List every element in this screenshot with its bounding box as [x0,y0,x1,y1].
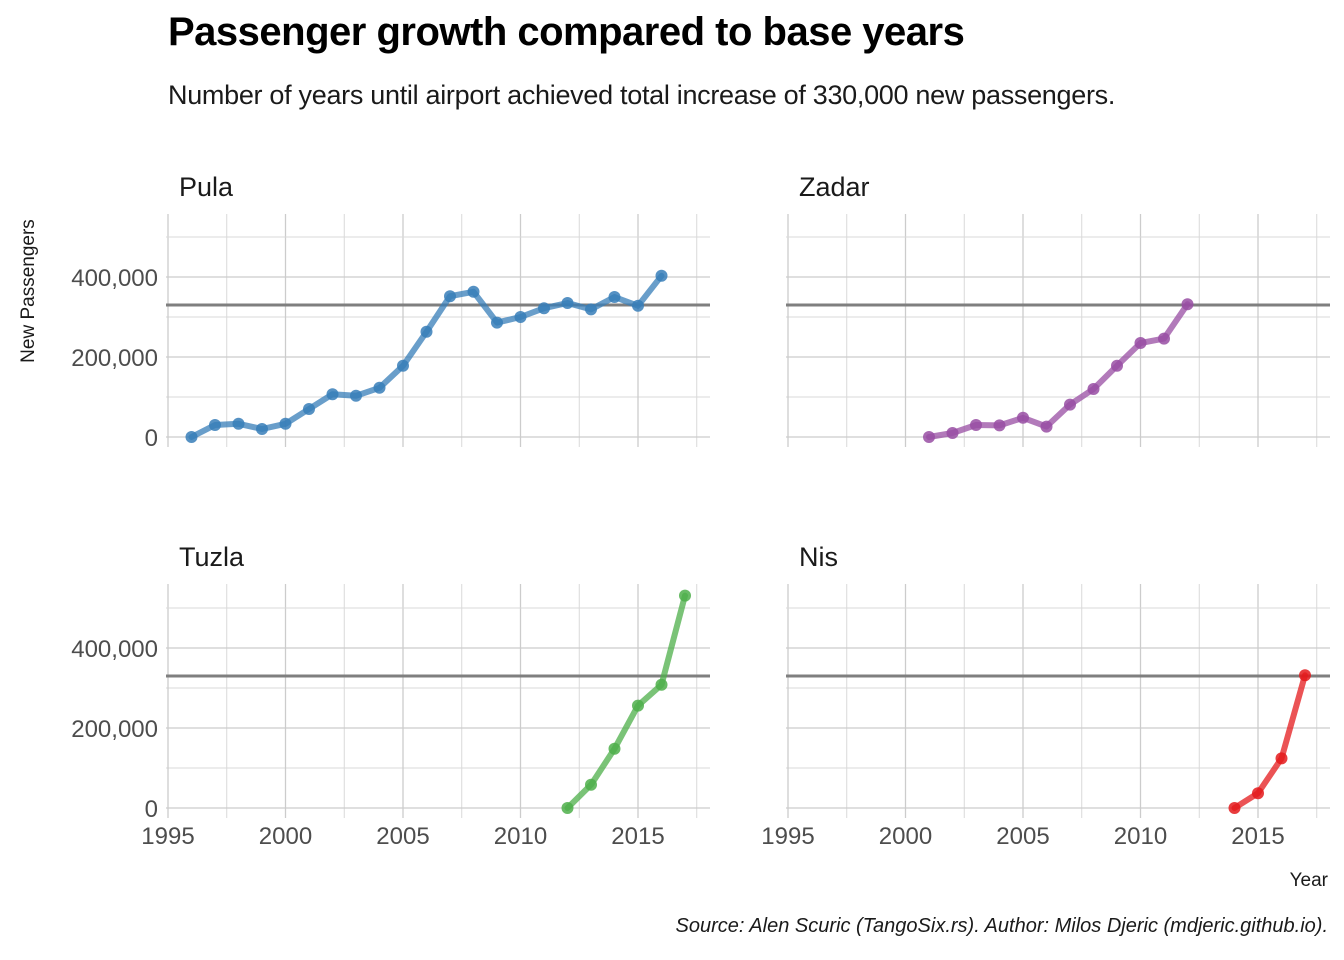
data-point-nis [1275,752,1288,765]
data-point-pula [491,316,503,329]
data-point-zadar [993,419,1006,432]
x-tick-label: 2000 [259,823,312,850]
data-point-pula [514,311,527,323]
data-point-pula [350,389,362,402]
data-point-pula [209,419,221,431]
data-point-tuzla [679,589,691,602]
data-point-zadar [946,427,959,439]
data-point-pula [585,303,597,316]
y-tick-label: 200,000 [71,716,158,743]
series-line-tuzla [564,592,688,811]
y-tick-label: 400,000 [71,265,158,292]
data-point-tuzla [561,802,574,814]
data-point-zadar [1158,332,1170,345]
data-point-nis [1228,802,1241,814]
data-point-pula [538,302,550,315]
x-tick-label: 2005 [996,823,1049,850]
x-tick-label: 1995 [141,823,194,850]
panel-label-tuzla: Tuzla [179,542,245,572]
data-point-pula [655,269,668,282]
data-point-pula [303,403,315,415]
data-point-tuzla [632,699,644,712]
data-point-tuzla [608,742,621,755]
data-point-pula [561,297,574,309]
chart-title: Passenger growth compared to base years [168,10,965,54]
y-tick-label: 0 [145,796,158,823]
x-tick-label: 2015 [1231,823,1284,850]
data-point-zadar [1064,398,1076,411]
y-axis-title: New Passengers [18,219,39,363]
panel-label-nis: Nis [799,542,838,572]
x-tick-label: 1995 [761,823,814,850]
data-point-nis [1252,787,1264,800]
data-point-pula [467,285,480,298]
x-tick-label: 2010 [1114,823,1167,850]
data-point-pula [256,423,268,435]
chart-subtitle: Number of years until airport achieved t… [168,80,1116,110]
panel-label-pula: Pula [179,172,234,202]
y-tick-label: 0 [145,425,158,452]
data-point-tuzla [655,678,668,691]
data-point-pula [232,417,245,430]
chart-caption: Source: Alen Scuric (TangoSix.rs). Autho… [675,915,1328,937]
data-point-pula [185,431,198,443]
data-point-pula [326,388,339,401]
data-point-pula [608,291,621,303]
data-point-pula [373,381,386,394]
data-point-pula [397,359,409,372]
data-point-zadar [923,431,935,443]
x-tick-label: 2015 [611,823,664,850]
data-point-zadar [1111,359,1123,372]
data-point-zadar [1181,298,1194,311]
x-tick-label: 2010 [494,823,547,850]
data-point-zadar [1087,383,1100,395]
data-point-zadar [1040,420,1053,433]
data-point-tuzla [585,778,597,791]
x-tick-label: 2000 [879,823,932,850]
data-point-nis [1299,669,1311,682]
series-line-nis [1231,672,1308,811]
data-point-pula [420,325,433,338]
x-axis-title: Year [1290,870,1329,891]
x-tick-label: 2005 [376,823,429,850]
series-line-zadar [926,301,1191,440]
y-tick-label: 400,000 [71,636,158,663]
data-point-zadar [1134,337,1147,349]
y-tick-label: 200,000 [71,345,158,372]
data-point-zadar [1017,411,1029,424]
data-point-pula [279,417,292,430]
panel-label-zadar: Zadar [799,172,870,202]
data-point-pula [632,299,644,312]
data-point-pula [444,290,456,303]
data-point-zadar [970,419,982,431]
